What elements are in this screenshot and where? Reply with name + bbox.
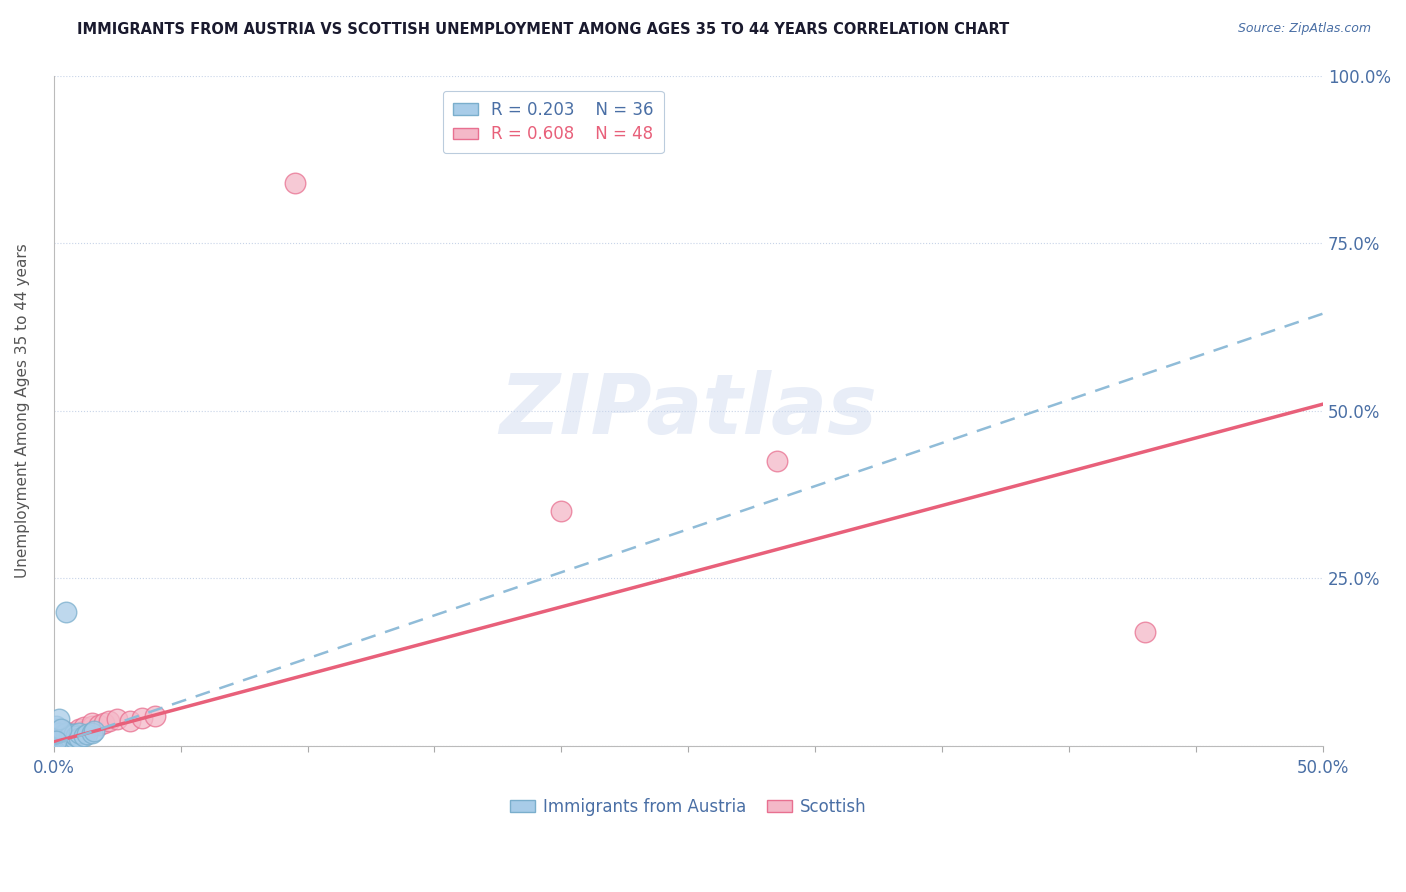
- Point: [55, 605, 77, 619]
- Point: [63, 725, 86, 739]
- Point: [52, 732, 75, 747]
- Point: [51, 723, 73, 737]
- Point: [51, 731, 73, 745]
- Point: [48, 732, 70, 747]
- Point: [48, 729, 70, 743]
- Point: [76, 727, 98, 741]
- Point: [52, 733, 75, 747]
- Point: [45, 729, 67, 743]
- Point: [73, 724, 96, 739]
- Point: [67, 725, 90, 739]
- Point: [105, 712, 128, 726]
- Point: [45, 736, 67, 750]
- Point: [58, 732, 80, 747]
- Point: [48, 729, 70, 743]
- Point: [48, 731, 70, 745]
- Point: [67, 725, 90, 739]
- Point: [48, 736, 70, 750]
- Point: [44, 736, 66, 750]
- Text: Source: ZipAtlas.com: Source: ZipAtlas.com: [1237, 22, 1371, 36]
- Point: [93, 715, 115, 730]
- Point: [45, 729, 67, 743]
- Point: [45, 725, 67, 739]
- Point: [55, 732, 77, 747]
- Point: [131, 711, 153, 725]
- Point: [45, 733, 67, 747]
- Point: [80, 715, 103, 730]
- Point: [45, 733, 67, 747]
- Point: [60, 732, 83, 747]
- Point: [48, 712, 70, 726]
- Point: [55, 731, 77, 745]
- Point: [63, 729, 86, 743]
- Point: [52, 729, 75, 743]
- Point: [48, 733, 70, 747]
- Point: [55, 733, 77, 747]
- Point: [65, 727, 87, 741]
- Point: [55, 729, 77, 743]
- Point: [98, 714, 121, 728]
- Point: [73, 720, 96, 734]
- Point: [51, 732, 73, 747]
- Point: [766, 454, 789, 468]
- Point: [48, 736, 70, 750]
- Point: [67, 731, 90, 745]
- Point: [58, 732, 80, 747]
- Text: ZIPatlas: ZIPatlas: [499, 370, 877, 451]
- Point: [55, 725, 77, 739]
- Point: [45, 731, 67, 745]
- Point: [45, 719, 67, 733]
- Point: [48, 725, 70, 739]
- Point: [63, 731, 86, 745]
- Point: [60, 727, 83, 741]
- Point: [284, 176, 307, 190]
- Point: [63, 727, 86, 741]
- Point: [44, 736, 66, 750]
- Point: [48, 724, 70, 739]
- Point: [89, 717, 111, 731]
- Point: [58, 729, 80, 743]
- Point: [45, 732, 67, 747]
- Point: [55, 725, 77, 739]
- Point: [143, 709, 166, 723]
- Point: [48, 727, 70, 741]
- Point: [73, 729, 96, 743]
- Point: [52, 724, 75, 739]
- Point: [80, 725, 103, 739]
- Point: [52, 727, 75, 741]
- Point: [45, 725, 67, 739]
- Point: [80, 719, 103, 733]
- Point: [118, 714, 141, 728]
- Point: [45, 723, 67, 737]
- Text: IMMIGRANTS FROM AUSTRIA VS SCOTTISH UNEMPLOYMENT AMONG AGES 35 TO 44 YEARS CORRE: IMMIGRANTS FROM AUSTRIA VS SCOTTISH UNEM…: [77, 22, 1010, 37]
- Legend: Immigrants from Austria, Scottish: Immigrants from Austria, Scottish: [503, 791, 873, 822]
- Point: [550, 504, 572, 518]
- Point: [51, 727, 73, 741]
- Point: [51, 733, 73, 747]
- Point: [60, 731, 83, 745]
- Point: [67, 723, 90, 737]
- Point: [58, 729, 80, 743]
- Point: [1135, 625, 1157, 640]
- Point: [83, 724, 105, 739]
- Y-axis label: Unemployment Among Ages 35 to 44 years: Unemployment Among Ages 35 to 44 years: [15, 244, 30, 578]
- Point: [51, 736, 73, 750]
- Point: [58, 725, 80, 739]
- Point: [52, 731, 75, 745]
- Point: [51, 729, 73, 743]
- Point: [60, 727, 83, 741]
- Point: [52, 727, 75, 741]
- Point: [51, 729, 73, 743]
- Point: [65, 729, 87, 743]
